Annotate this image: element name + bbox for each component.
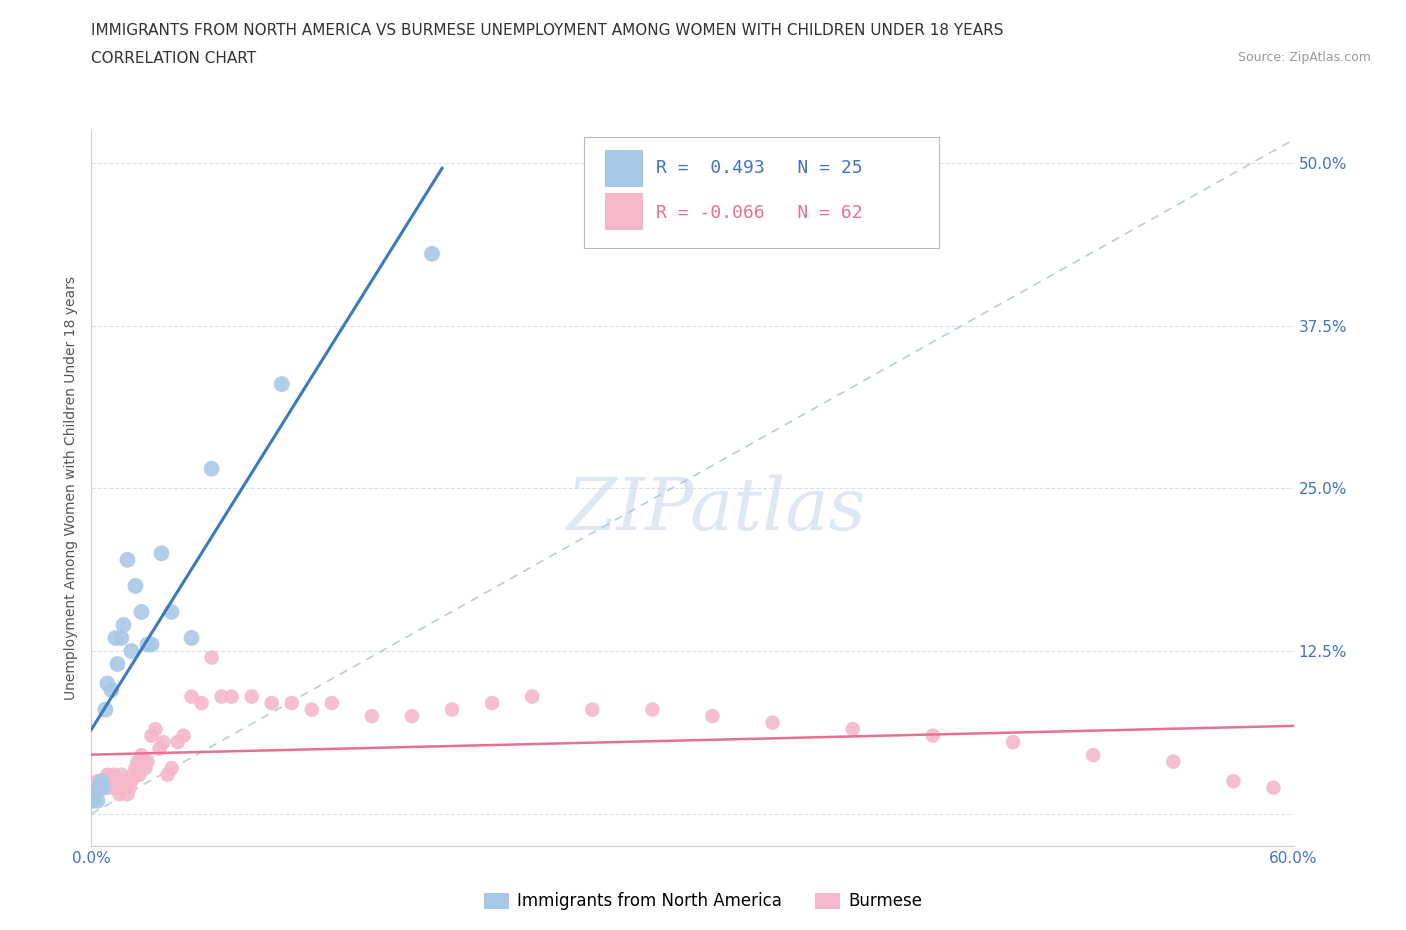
Point: [136, 754, 159, 769]
Point: [118, 780, 141, 795]
Point: [141, 637, 163, 652]
Point: [104, 631, 127, 645]
Point: [117, 787, 139, 802]
Point: [86, 793, 108, 808]
Text: ZIPatlas: ZIPatlas: [567, 474, 866, 545]
Point: [180, 689, 202, 704]
Text: CORRELATION CHART: CORRELATION CHART: [91, 51, 256, 66]
Point: [107, 657, 129, 671]
FancyBboxPatch shape: [585, 138, 939, 248]
Legend: Immigrants from North America, Burmese: Immigrants from North America, Burmese: [477, 885, 929, 917]
Point: [702, 709, 724, 724]
Point: [260, 696, 283, 711]
Point: [1001, 735, 1024, 750]
Point: [96, 676, 118, 691]
Point: [281, 696, 304, 711]
Point: [641, 702, 664, 717]
Point: [90, 774, 112, 789]
Point: [150, 546, 173, 561]
Point: [160, 604, 183, 619]
Point: [89, 780, 111, 795]
Point: [93, 780, 115, 795]
Point: [128, 767, 150, 782]
Point: [211, 689, 233, 704]
Bar: [605, 193, 643, 231]
Point: [141, 728, 163, 743]
Point: [201, 650, 224, 665]
Point: [124, 578, 146, 593]
Point: [922, 728, 945, 743]
Point: [84, 787, 107, 802]
Point: [522, 689, 544, 704]
Point: [89, 780, 111, 795]
Point: [1083, 748, 1105, 763]
Point: [360, 709, 382, 724]
Text: IMMIGRANTS FROM NORTH AMERICA VS BURMESE UNEMPLOYMENT AMONG WOMEN WITH CHILDREN : IMMIGRANTS FROM NORTH AMERICA VS BURMESE…: [91, 23, 1004, 38]
Point: [112, 780, 135, 795]
Point: [173, 728, 195, 743]
Point: [136, 637, 159, 652]
Point: [240, 689, 263, 704]
Point: [160, 761, 183, 776]
Point: [180, 631, 202, 645]
Point: [96, 767, 118, 782]
Point: [581, 702, 603, 717]
Text: R =  0.493   N = 25: R = 0.493 N = 25: [657, 159, 863, 177]
Text: Source: ZipAtlas.com: Source: ZipAtlas.com: [1237, 51, 1371, 64]
Point: [114, 774, 136, 789]
Point: [110, 767, 132, 782]
Point: [84, 787, 107, 802]
Point: [1263, 780, 1285, 795]
Point: [98, 780, 121, 795]
Point: [420, 246, 443, 261]
Point: [166, 735, 188, 750]
Point: [108, 787, 131, 802]
Point: [270, 377, 292, 392]
Point: [221, 689, 243, 704]
Point: [131, 748, 153, 763]
Point: [122, 767, 145, 782]
Point: [107, 774, 129, 789]
Point: [152, 735, 174, 750]
Point: [148, 741, 170, 756]
Point: [112, 618, 135, 632]
Point: [321, 696, 343, 711]
Point: [117, 552, 139, 567]
Point: [94, 702, 117, 717]
Point: [124, 761, 146, 776]
Y-axis label: Unemployment Among Women with Children Under 18 years: Unemployment Among Women with Children U…: [65, 276, 79, 700]
Point: [190, 696, 212, 711]
Point: [1222, 774, 1244, 789]
Point: [82, 793, 104, 808]
Point: [134, 761, 156, 776]
Point: [90, 774, 112, 789]
Point: [156, 767, 179, 782]
Point: [841, 722, 863, 737]
Point: [132, 754, 155, 769]
Point: [104, 780, 127, 795]
Point: [86, 774, 108, 789]
Point: [440, 702, 463, 717]
Point: [145, 722, 167, 737]
Point: [94, 774, 117, 789]
Point: [100, 774, 122, 789]
Point: [103, 767, 125, 782]
Point: [481, 696, 503, 711]
Point: [401, 709, 423, 724]
Point: [93, 780, 115, 795]
Point: [762, 715, 785, 730]
Point: [1163, 754, 1185, 769]
Point: [100, 683, 122, 698]
Point: [127, 754, 149, 769]
Point: [121, 644, 143, 658]
Point: [110, 631, 132, 645]
Point: [121, 774, 143, 789]
Text: R = -0.066   N = 62: R = -0.066 N = 62: [657, 204, 863, 221]
Bar: [605, 151, 643, 188]
Point: [201, 461, 224, 476]
Point: [131, 604, 153, 619]
Point: [82, 780, 104, 795]
Point: [301, 702, 323, 717]
